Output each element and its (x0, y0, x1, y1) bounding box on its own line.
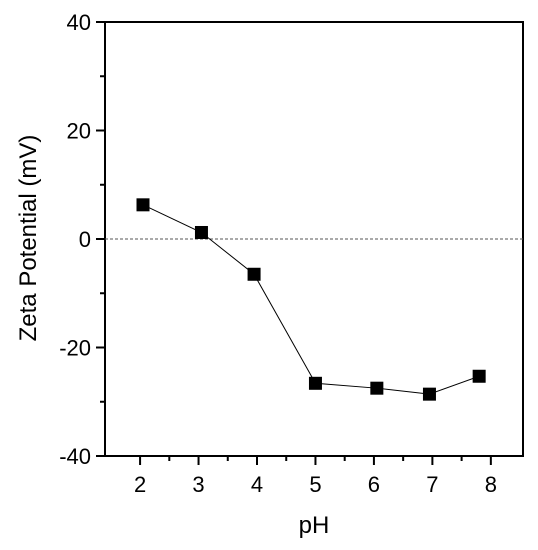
y-tick-label: 40 (67, 10, 91, 35)
series-line (142, 204, 480, 395)
x-axis-title: pH (299, 512, 330, 539)
data-point-marker (136, 198, 150, 212)
x-tick-label: 5 (309, 472, 321, 497)
data-point-marker (194, 225, 208, 239)
y-tick-label: -40 (59, 444, 91, 469)
y-tick-label: 20 (67, 119, 91, 144)
x-tick-label: 7 (426, 472, 438, 497)
data-point-marker (308, 376, 322, 390)
y-tick-label: 0 (79, 227, 91, 252)
x-tick-label: 4 (251, 472, 263, 497)
x-tick-label: 3 (192, 472, 204, 497)
data-point-marker (370, 381, 384, 395)
data-point-marker (422, 387, 436, 401)
x-tick-label: 2 (134, 472, 146, 497)
x-tick-label: 6 (368, 472, 380, 497)
data-point-marker (247, 267, 261, 281)
y-tick-label: -20 (59, 336, 91, 361)
y-axis-title: Zeta Potential (mV) (15, 135, 42, 342)
x-tick-label: 8 (485, 472, 497, 497)
data-point-marker (472, 369, 486, 383)
